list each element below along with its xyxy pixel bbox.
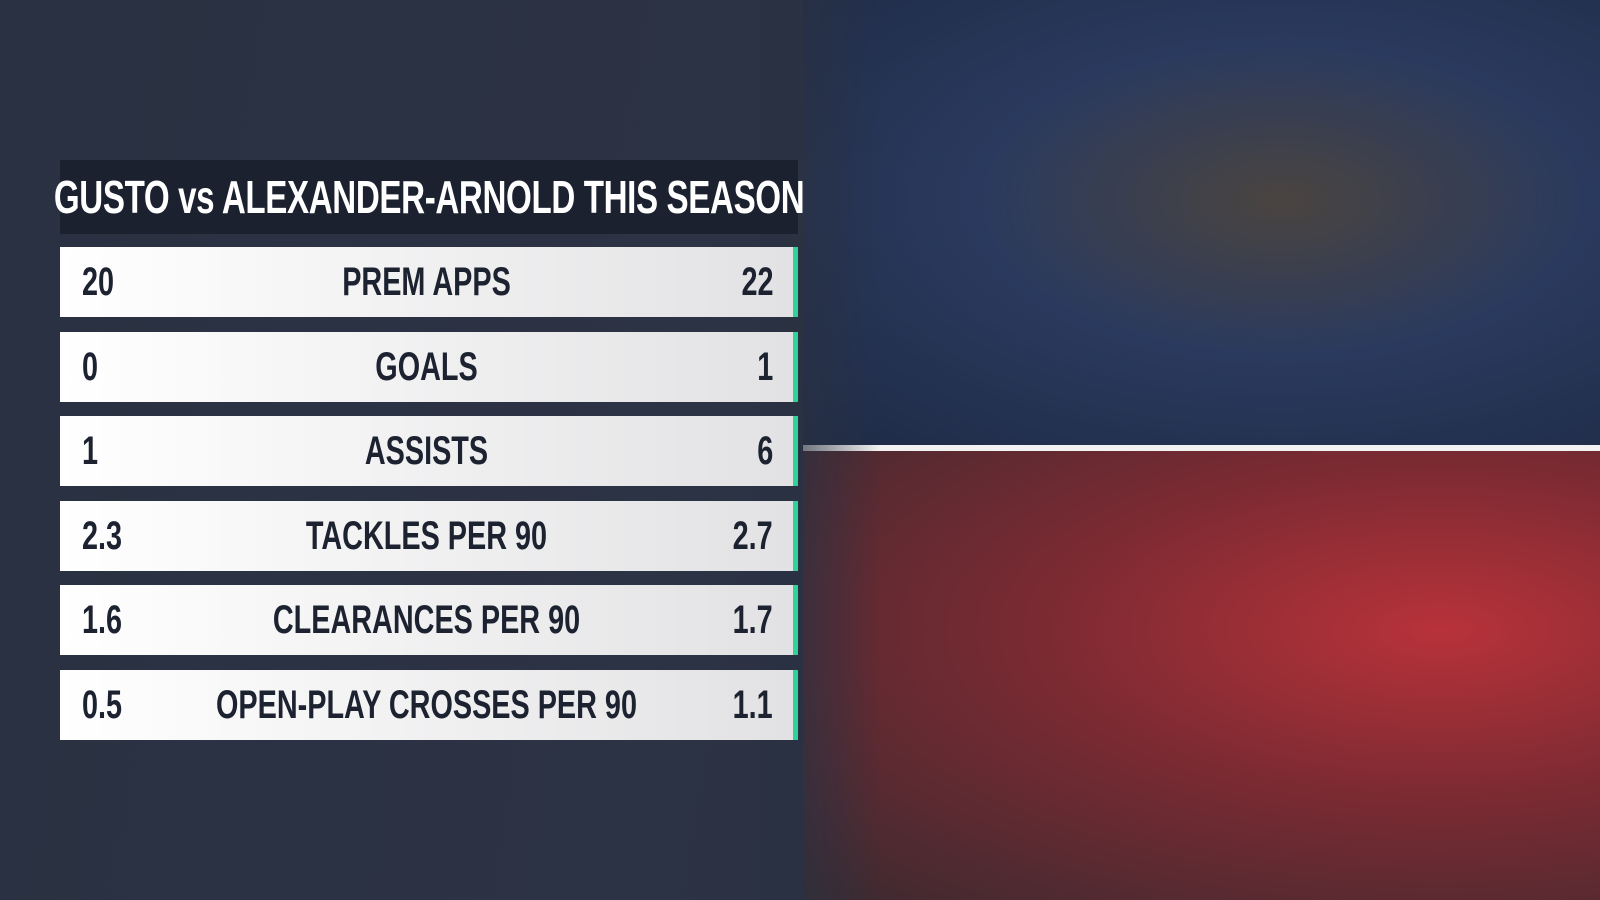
stat-label: PREM APPS — [342, 260, 511, 304]
left-value: 1.6 — [82, 598, 123, 642]
stat-label: TACKLES PER 90 — [305, 513, 548, 558]
stat-label: ASSISTS — [364, 429, 489, 473]
left-value: 0.5 — [82, 682, 123, 727]
stat-label: CLEARANCES PER 90 — [272, 598, 581, 642]
stat-row: 0 GOALS 1 — [60, 331, 798, 402]
right-value: 1.1 — [732, 682, 773, 727]
stat-label: GOALS — [375, 344, 478, 389]
right-value: 6 — [756, 429, 773, 473]
left-value: 2.3 — [82, 513, 123, 558]
right-value: 2.7 — [732, 513, 773, 558]
player-photo-top — [803, 0, 1600, 445]
right-value: 1.7 — [732, 598, 773, 642]
stat-row: 1 ASSISTS 6 — [60, 416, 798, 486]
stat-label: OPEN-PLAY CROSSES PER 90 — [216, 682, 637, 727]
right-value: 1 — [756, 344, 773, 389]
stat-row: 2.3 TACKLES PER 90 2.7 — [60, 500, 798, 571]
stat-row: 20 PREM APPS 22 — [60, 247, 798, 317]
stat-row: 0.5 OPEN-PLAY CROSSES PER 90 1.1 — [60, 669, 798, 740]
left-value: 1 — [82, 429, 99, 473]
left-value: 0 — [82, 344, 99, 389]
stat-row: 1.6 CLEARANCES PER 90 1.7 — [60, 585, 798, 655]
title-box: GUSTO vs ALEXANDER-ARNOLD THIS SEASON — [54, 160, 805, 234]
title: GUSTO vs ALEXANDER-ARNOLD THIS SEASON — [53, 171, 805, 223]
left-value: 20 — [82, 260, 115, 304]
player-photo-bottom — [803, 451, 1600, 900]
right-value: 22 — [740, 260, 773, 304]
photo-divider — [803, 445, 1600, 451]
